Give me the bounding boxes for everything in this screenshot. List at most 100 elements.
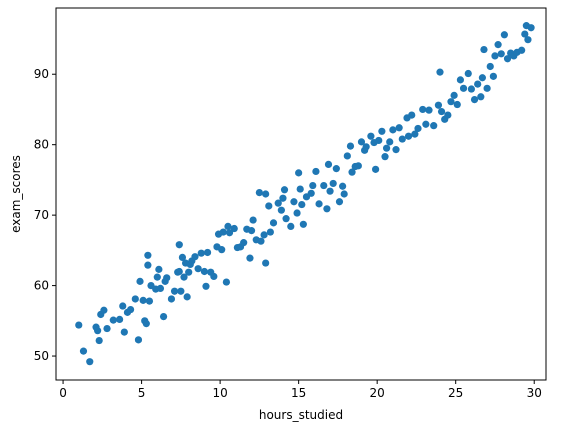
point — [298, 200, 306, 209]
point — [524, 36, 532, 44]
point — [131, 295, 139, 303]
point — [312, 167, 320, 176]
point — [257, 237, 265, 245]
point — [450, 91, 458, 99]
point — [491, 52, 499, 60]
x-tick-label: 20 — [370, 386, 385, 400]
point — [280, 186, 289, 194]
y-tick-label: 80 — [34, 138, 49, 152]
point — [180, 273, 188, 281]
point — [175, 267, 183, 276]
point — [156, 284, 165, 293]
point — [464, 69, 472, 78]
point — [422, 120, 430, 128]
point — [290, 198, 298, 206]
point — [153, 273, 161, 281]
point — [340, 190, 348, 198]
point — [354, 162, 362, 170]
point — [494, 41, 502, 49]
point — [230, 224, 238, 233]
x-axis-label: hours_studied — [259, 408, 343, 422]
point — [79, 347, 88, 355]
point — [362, 143, 370, 151]
point — [183, 293, 191, 301]
x-tick-label: 5 — [138, 386, 146, 400]
point — [346, 142, 355, 150]
point — [315, 200, 323, 208]
point — [335, 198, 344, 206]
point — [527, 24, 535, 32]
point — [155, 265, 163, 273]
y-tick-label: 60 — [34, 279, 49, 293]
point — [378, 127, 386, 135]
point — [371, 165, 380, 173]
point — [95, 336, 103, 345]
point — [100, 306, 108, 314]
point — [119, 302, 127, 310]
point — [269, 219, 278, 227]
point — [255, 188, 263, 197]
point — [139, 296, 147, 304]
point — [262, 259, 270, 267]
point — [521, 30, 529, 38]
point — [326, 187, 334, 195]
point — [478, 74, 486, 82]
point — [444, 111, 452, 119]
point — [386, 138, 394, 146]
point — [470, 95, 479, 104]
point — [246, 254, 254, 262]
point — [185, 268, 193, 276]
point — [75, 321, 83, 329]
point — [425, 106, 433, 114]
point — [474, 80, 482, 88]
point — [430, 122, 438, 130]
point — [200, 267, 209, 276]
point — [144, 261, 152, 269]
point — [266, 228, 274, 236]
point — [170, 287, 179, 295]
point — [225, 229, 234, 237]
point — [395, 124, 403, 132]
point — [287, 222, 295, 231]
x-tick-label: 25 — [448, 386, 463, 400]
point — [145, 297, 154, 305]
point — [293, 209, 301, 217]
point — [191, 253, 199, 261]
point — [136, 277, 144, 285]
point — [323, 205, 331, 213]
point — [126, 305, 135, 314]
point — [219, 228, 227, 236]
point — [218, 246, 226, 254]
point — [265, 202, 273, 210]
point — [367, 132, 375, 140]
point — [398, 135, 406, 143]
y-axis-label: exam_scores — [9, 155, 23, 233]
point — [144, 251, 152, 259]
point — [343, 152, 351, 160]
point — [159, 312, 168, 321]
point — [178, 253, 187, 262]
point — [486, 62, 494, 71]
y-tick-label: 70 — [34, 208, 49, 222]
point — [222, 278, 231, 286]
point — [437, 107, 446, 116]
point — [134, 336, 143, 344]
point — [109, 316, 117, 324]
point — [419, 105, 427, 114]
point — [120, 328, 128, 336]
y-tick-label: 90 — [34, 67, 49, 81]
point — [436, 68, 444, 76]
point — [177, 287, 185, 295]
point — [414, 124, 422, 133]
point — [477, 93, 485, 101]
point — [375, 136, 383, 145]
point — [202, 282, 210, 290]
point — [247, 227, 256, 235]
point — [404, 132, 413, 140]
point — [329, 179, 337, 188]
x-tick-label: 15 — [291, 386, 306, 400]
point — [320, 181, 328, 190]
y-tick-label: 50 — [34, 349, 49, 363]
point — [197, 249, 205, 257]
